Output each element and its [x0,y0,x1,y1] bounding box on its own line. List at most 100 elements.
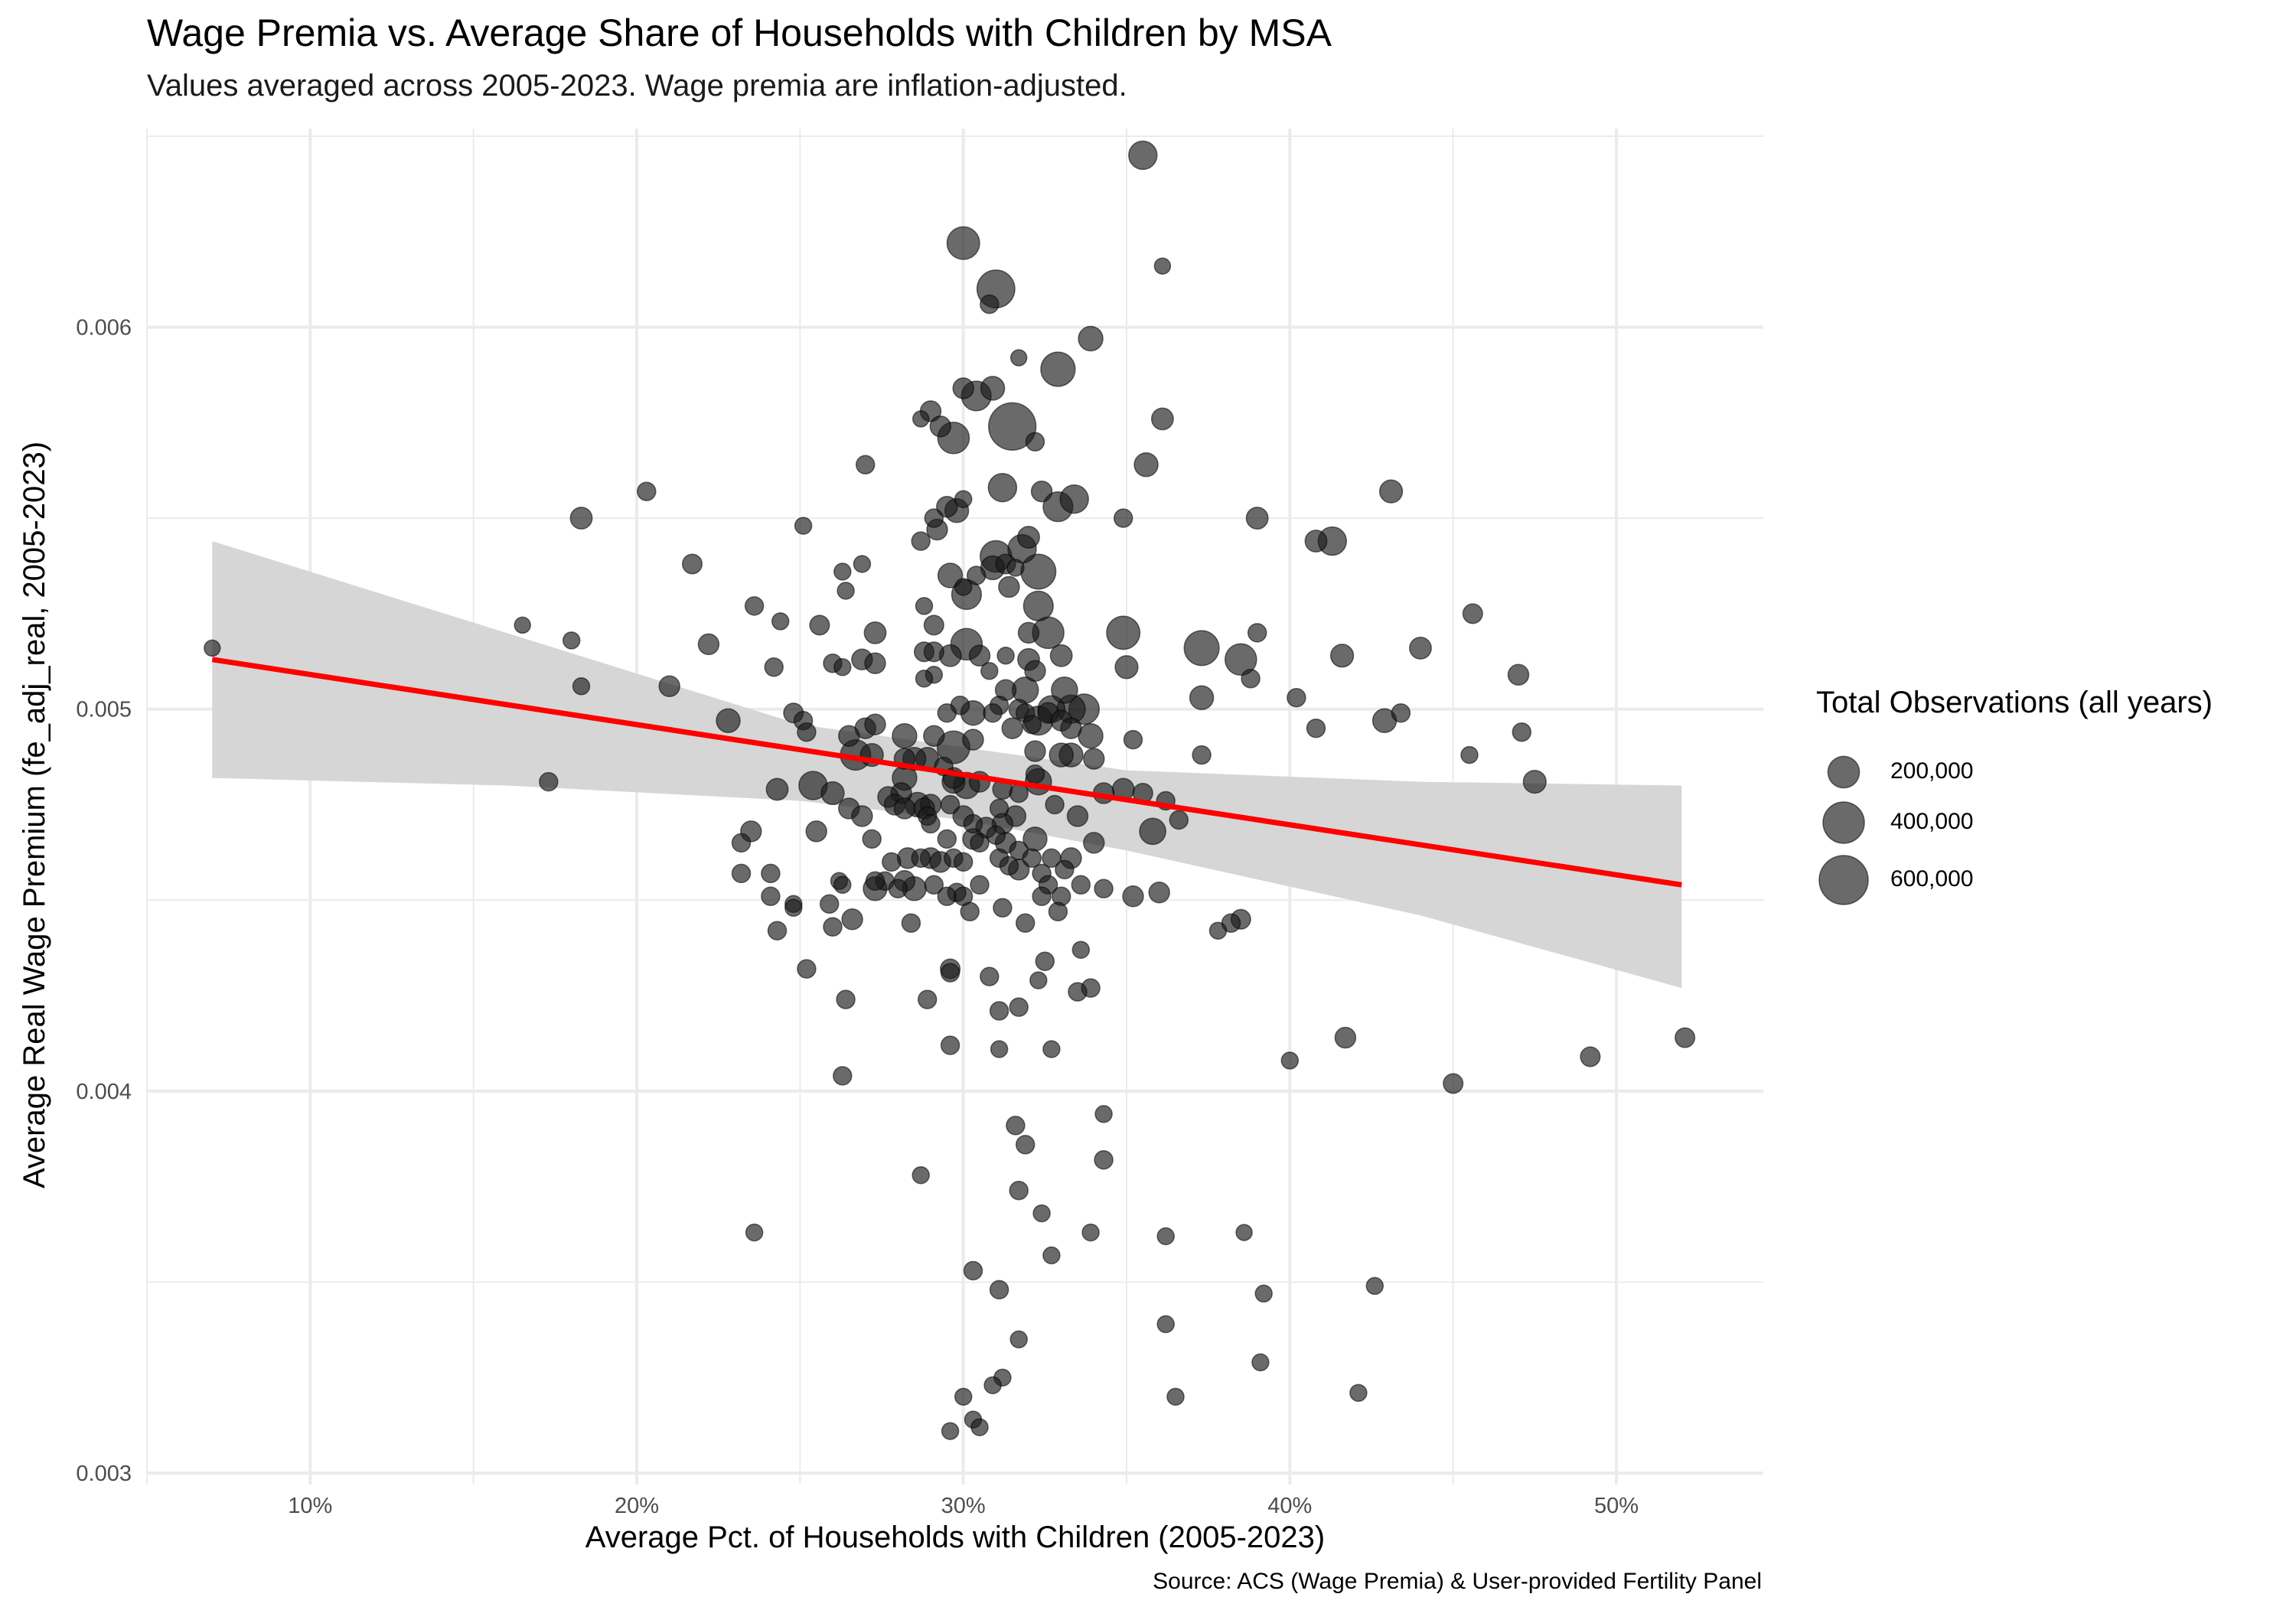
data-point [1123,729,1143,750]
data-point [1507,663,1530,686]
data-point [1512,722,1532,742]
data-point [999,856,1019,876]
data-point [911,531,931,551]
data-point [841,908,863,931]
data-point [562,631,581,650]
data-point [990,1040,1009,1058]
data-point [1208,921,1228,940]
data-point [893,797,916,820]
data-point [915,597,934,615]
data-point [986,825,1006,846]
data-point [1024,660,1046,683]
legend-title: Total Observations (all years) [1816,686,2213,719]
data-point [1078,325,1104,352]
data-points [204,140,1696,1440]
legend-label-600k: 600,000 [1890,866,1974,892]
data-point [996,647,1015,665]
data-point [1042,848,1062,869]
data-point [937,886,957,907]
data-point [1060,717,1082,739]
data-point [937,702,957,723]
data-point [954,1387,973,1406]
data-point [1304,530,1328,553]
data-point [892,722,918,749]
data-point [937,829,957,849]
data-point [204,639,221,657]
data-point [912,1165,930,1185]
data-point [1025,432,1045,452]
data-point [797,722,817,742]
data-point [912,410,930,428]
data-point [836,989,856,1009]
data-point [1156,1315,1175,1334]
data-point [1009,997,1029,1017]
data-point [1049,644,1073,667]
data-point [1334,1026,1357,1049]
data-point [1035,951,1055,971]
y-tick-label: 0.004 [76,1080,132,1104]
legend-label-200k: 200,000 [1890,758,1974,784]
data-point [767,921,788,940]
data-point [1032,1204,1051,1223]
data-point [1169,810,1189,830]
data-point [1078,722,1104,749]
x-tick-label: 10% [288,1494,332,1518]
data-point [1094,1149,1114,1170]
y-tick-label: 0.006 [76,316,132,341]
data-point [1017,526,1040,549]
data-point [993,898,1013,918]
data-point [915,670,934,688]
data-point [923,641,944,663]
x-axis-label: Average Pct. of Households with Children… [585,1521,1325,1554]
data-point [1068,982,1088,1002]
data-point [1280,1051,1300,1070]
data-point [1022,714,1042,735]
trend-line [211,657,1682,888]
data-point [1030,480,1053,503]
data-point [952,377,974,399]
data-point [745,1223,764,1242]
data-point [820,781,845,806]
data-point [1015,913,1035,933]
data-point [865,871,885,892]
data-point [1040,351,1076,387]
data-point [998,575,1020,598]
data-point [1022,590,1054,622]
data-point [941,1422,960,1440]
data-point [946,226,980,260]
data-point [697,633,720,656]
data-point [864,652,886,675]
data-point [1251,1353,1270,1372]
data-point [1522,769,1547,794]
data-point [1017,621,1040,644]
data-point [983,1376,1002,1394]
data-point [980,966,1000,986]
data-point [838,725,860,747]
data-point [970,833,990,853]
data-point [764,657,784,677]
data-point [1133,452,1159,478]
data-point [1349,1384,1368,1402]
data-point [1094,878,1114,899]
data-point [940,1035,960,1055]
data-point [924,875,944,895]
data-point [1029,971,1048,989]
data-point [960,901,980,922]
data-point [963,1260,983,1281]
y-tick-label: 0.005 [76,698,132,722]
data-point [1083,832,1105,854]
data-point [1081,1223,1100,1242]
data-point [917,989,938,1009]
data-point [983,702,1003,723]
data-point [1462,603,1483,624]
chart-subtitle: Values averaged across 2005-2023. Wage p… [147,69,1127,103]
data-point [862,829,882,849]
data-point [1071,940,1091,959]
data-point [761,863,781,884]
data-point [833,1066,853,1086]
data-point [1192,745,1212,765]
data-point [1071,875,1091,895]
data-point [980,294,1000,315]
data-point [1148,882,1170,904]
data-point [970,1418,989,1436]
